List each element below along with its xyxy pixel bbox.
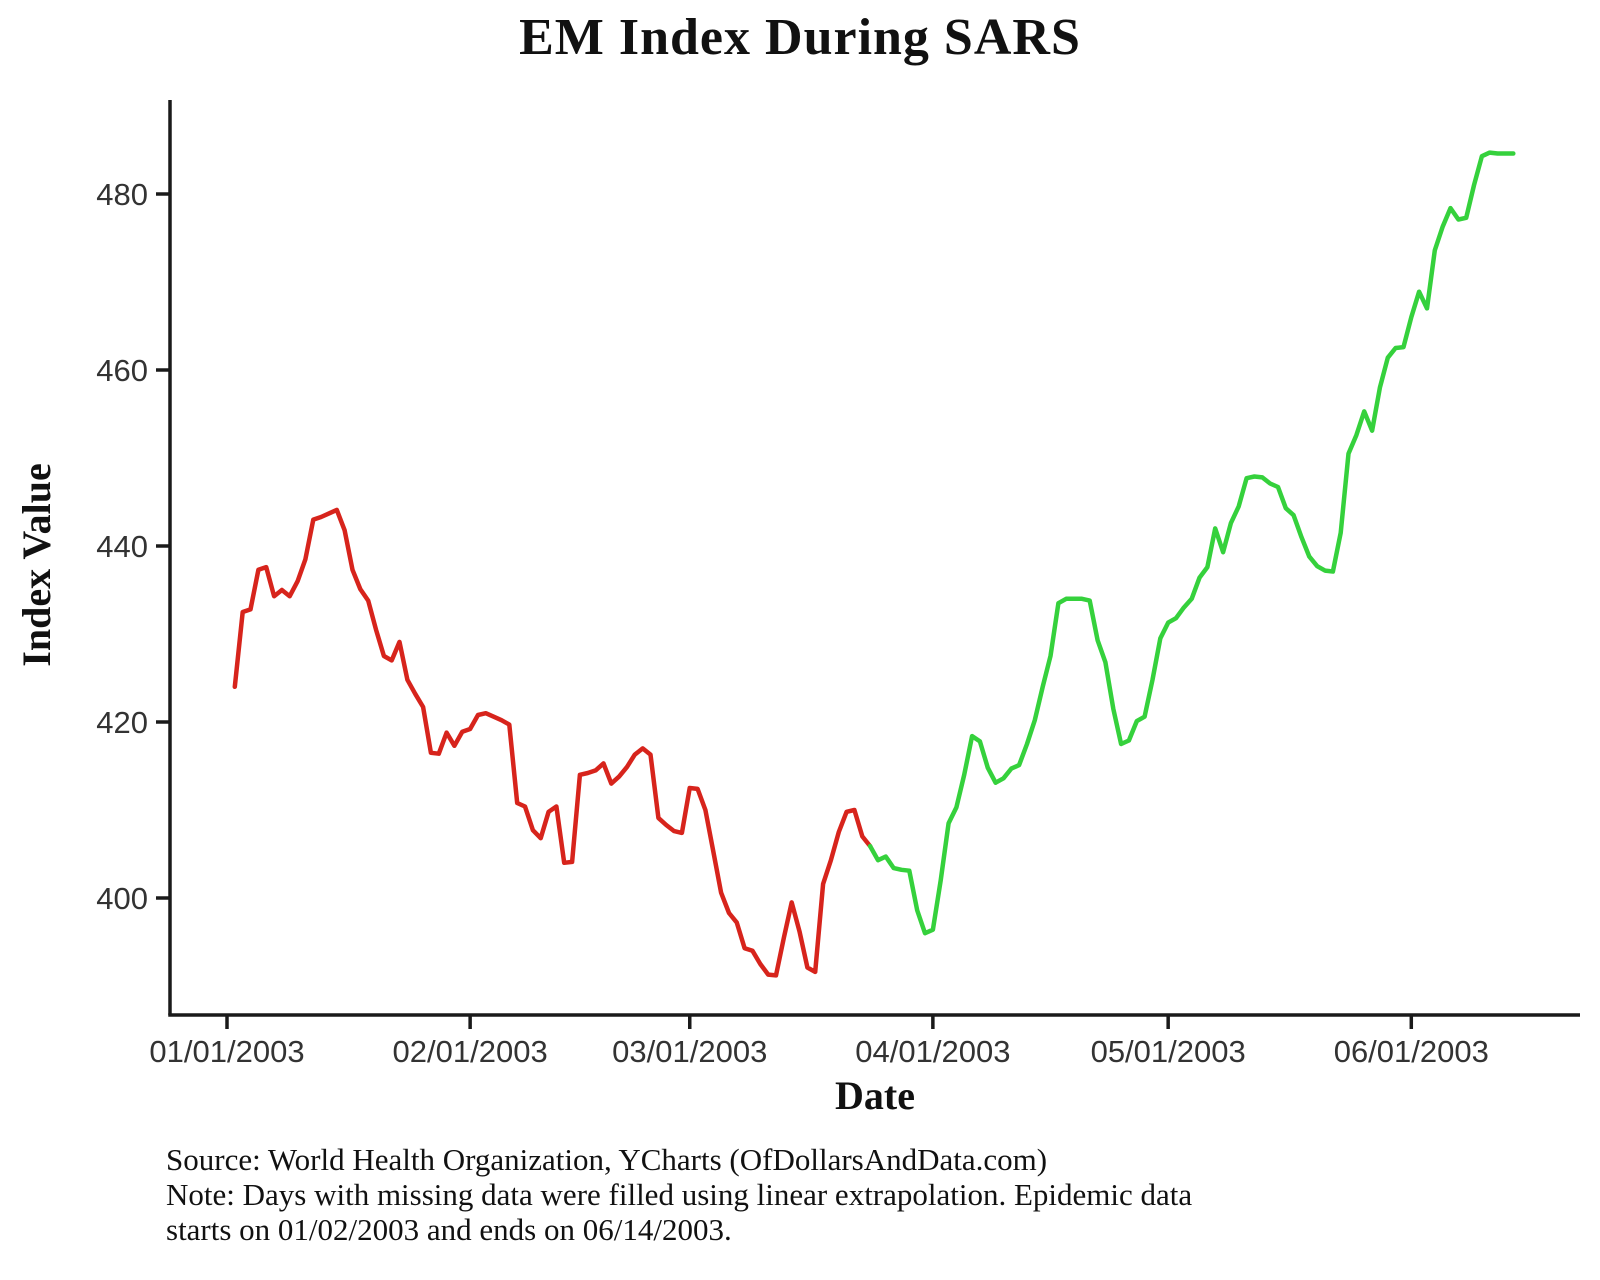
note-line-2: starts on 01/02/2003 and ends on 06/14/2… bbox=[166, 1212, 732, 1247]
x-tick-label: 02/01/2003 bbox=[393, 1034, 548, 1069]
x-tick-label: 03/01/2003 bbox=[612, 1034, 767, 1069]
x-tick-label: 05/01/2003 bbox=[1091, 1034, 1246, 1069]
y-axis-title: Index Value bbox=[14, 463, 59, 667]
y-tick-label: 400 bbox=[96, 881, 148, 916]
footer-notes: Source: World Health Organization, YChar… bbox=[166, 1142, 1546, 1247]
y-tick-label: 480 bbox=[96, 177, 148, 212]
x-tick-label: 06/01/2003 bbox=[1334, 1034, 1489, 1069]
note-line-1: Note: Days with missing data were filled… bbox=[166, 1177, 1193, 1212]
chart-title: EM Index During SARS bbox=[519, 9, 1081, 66]
y-tick-label: 420 bbox=[96, 705, 148, 740]
y-tick-label: 440 bbox=[96, 529, 148, 564]
em-index-decline-line bbox=[232, 507, 873, 978]
em-index-recovery-line bbox=[867, 150, 1516, 936]
x-tick-label: 04/01/2003 bbox=[855, 1034, 1010, 1069]
source-line: Source: World Health Organization, YChar… bbox=[166, 1142, 1048, 1177]
y-tick-label: 460 bbox=[96, 353, 148, 388]
x-axis-title: Date bbox=[835, 1073, 915, 1118]
x-tick-label: 01/01/2003 bbox=[149, 1034, 304, 1069]
